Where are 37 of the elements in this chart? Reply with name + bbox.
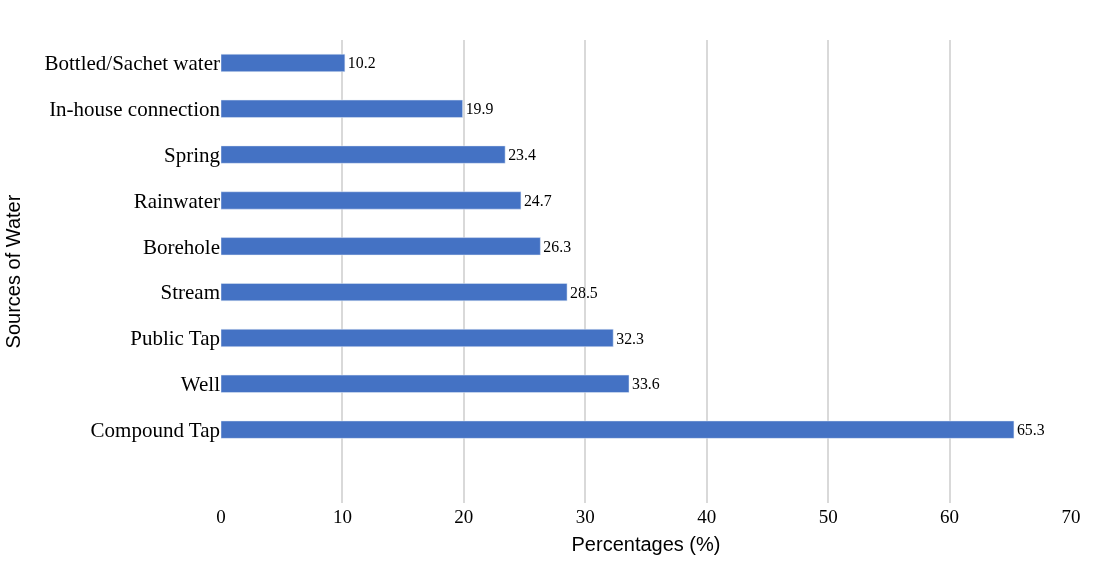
- x-tick-label: 40: [697, 506, 717, 527]
- y-tick-label: Spring: [163, 142, 221, 167]
- y-tick-label: Rainwater: [133, 188, 221, 213]
- data-label: 32.3: [616, 329, 644, 347]
- y-axis-title: Sources of Water: [1, 194, 24, 349]
- bar: [221, 191, 522, 210]
- data-label: 26.3: [543, 237, 572, 255]
- x-tick-label: 70: [1061, 506, 1081, 527]
- bar: [221, 420, 1015, 439]
- y-tick-label: Borehole: [143, 234, 220, 259]
- x-tick-label: 20: [454, 506, 474, 527]
- x-tick-label: 30: [575, 506, 595, 527]
- bar: [221, 374, 630, 393]
- data-label: 24.7: [523, 191, 552, 209]
- x-tick-label: 50: [818, 506, 838, 527]
- data-label: 19.9: [465, 100, 494, 118]
- x-tick-label: 0: [216, 506, 226, 527]
- bar: [221, 283, 568, 302]
- y-tick-label: Stream: [160, 280, 220, 305]
- data-label: 10.2: [347, 54, 376, 72]
- data-label: 65.3: [1016, 421, 1045, 439]
- bar: [221, 237, 541, 256]
- y-tick-label: In-house connection: [49, 97, 221, 122]
- y-tick-label: Bottled/Sachet water: [44, 51, 220, 76]
- x-axis-title: Percentages (%): [571, 532, 721, 555]
- y-tick-label: Public Tap: [130, 326, 220, 351]
- y-tick-label: Compound Tap: [90, 418, 220, 442]
- data-label: 23.4: [508, 146, 536, 164]
- y-tick-label: Well: [180, 372, 221, 397]
- x-tick-label: 60: [940, 506, 960, 527]
- bar: [221, 329, 614, 347]
- bar: [221, 145, 506, 164]
- data-label: 33.6: [632, 375, 660, 393]
- bar: [221, 99, 463, 118]
- x-tick-label: 10: [332, 506, 352, 527]
- data-label: 28.5: [570, 283, 598, 301]
- bar: [221, 53, 346, 72]
